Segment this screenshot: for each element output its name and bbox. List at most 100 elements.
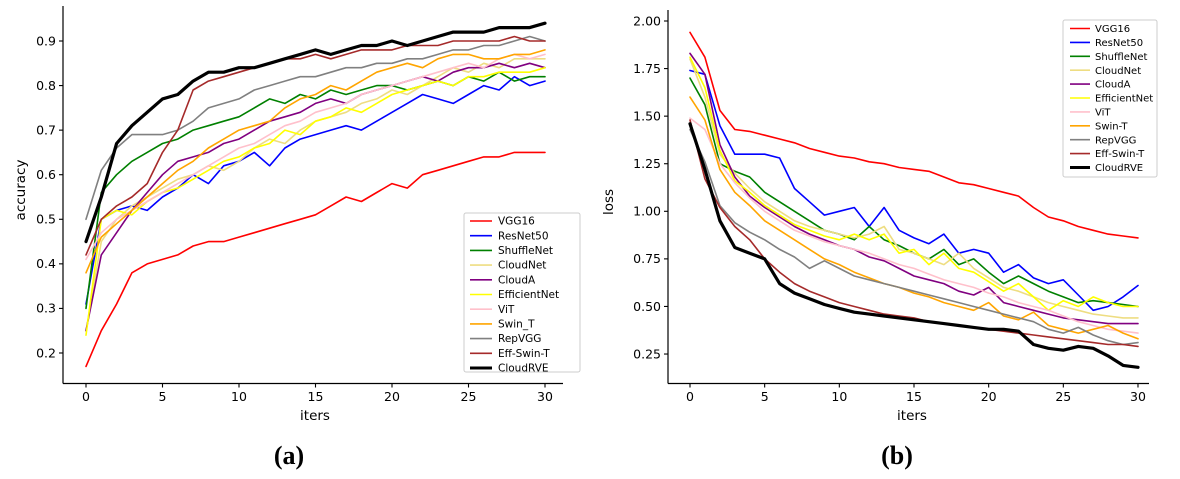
legend-item-CloudRVE: CloudRVE <box>470 363 549 375</box>
legend-item-CloudNet: CloudNet <box>470 260 546 272</box>
legend-label: ShuffleNet <box>1095 52 1147 63</box>
y-tick-label: 0.9 <box>36 33 56 48</box>
legend-label: ShuffleNet <box>498 245 553 257</box>
legend-item-VGG16: VGG16 <box>1070 24 1130 35</box>
y-axis-label-loss: loss <box>601 189 617 215</box>
series-line-Swin_T <box>85 49 546 274</box>
x-axis-label-iters-a: iters <box>300 408 330 424</box>
legend-label: CloudNet <box>498 260 546 272</box>
legend-item-RepVGG: RepVGG <box>470 333 541 345</box>
legend-item-VGG16: VGG16 <box>470 216 535 228</box>
legend-item-EfficientNet: EfficientNet <box>470 289 559 301</box>
legend-box <box>463 212 581 373</box>
legend-label: VGG16 <box>1095 24 1130 35</box>
legend-item-Eff-Swin-T: Eff-Swin-T <box>470 348 550 360</box>
series-line-CloudNet <box>689 58 1139 319</box>
y-tick-label: 0.8 <box>36 78 56 93</box>
legend-item-EfficientNet: EfficientNet <box>1070 94 1153 105</box>
series-line-RepVGG <box>689 128 1139 346</box>
series-line-VGG16 <box>85 151 546 368</box>
legend-label: Swin_T <box>498 319 535 331</box>
y-tick-label: 0.25 <box>633 346 661 361</box>
legend-label: VGG16 <box>498 216 535 228</box>
series-line-ViT <box>85 53 546 261</box>
series-line-Eff-Swin-T <box>85 35 546 256</box>
series-line-ResNet50 <box>689 69 1139 312</box>
series-line-CloudA <box>689 52 1139 325</box>
legend-label: CloudRVE <box>498 363 549 375</box>
caption-a: (a) <box>274 441 304 470</box>
legend-label: RepVGG <box>498 333 541 345</box>
legend-item-CloudNet: CloudNet <box>1070 66 1141 77</box>
y-tick-label: 1.00 <box>633 204 661 219</box>
x-tick-label: 25 <box>1055 389 1071 404</box>
legend-item-RepVGG: RepVGG <box>1070 135 1136 146</box>
legend-item-ShuffleNet: ShuffleNet <box>1070 52 1147 63</box>
caption-b: (b) <box>881 441 913 470</box>
x-tick-label: 30 <box>537 389 553 404</box>
legend-item-ResNet50: ResNet50 <box>470 230 549 242</box>
x-tick-label: 10 <box>231 389 247 404</box>
legend-item-CloudA: CloudA <box>1070 80 1131 91</box>
legend-label: Eff-Swin-T <box>498 348 550 360</box>
x-tick-label: 20 <box>981 389 997 404</box>
legend-item-Swin_T: Swin_T <box>470 319 535 331</box>
legend-label: CloudA <box>1095 80 1131 91</box>
legend-item-CloudRVE: CloudRVE <box>1070 163 1143 174</box>
y-tick-label: 0.3 <box>36 301 56 316</box>
y-tick-label: 0.5 <box>36 212 56 227</box>
legend-label: ResNet50 <box>1095 38 1143 49</box>
chart-loss: loss iters 0 5 10 15 20 25 30 0.25 0.50 0.75 1.00 1… <box>601 10 1158 424</box>
x-tick-label: 5 <box>761 389 769 404</box>
series-line-VGG16 <box>689 31 1139 239</box>
legend-item-ShuffleNet: ShuffleNet <box>470 245 553 257</box>
legend-label: CloudNet <box>1095 66 1141 77</box>
x-tick-label: 0 <box>686 389 694 404</box>
y-tick-label: 0.75 <box>633 251 661 266</box>
x-tick-label: 15 <box>308 389 324 404</box>
legend-label: Eff-Swin-T <box>1095 149 1145 160</box>
y-tick-label: 0.7 <box>36 122 56 137</box>
legend-label: RepVGG <box>1095 135 1136 146</box>
legend-label: EfficientNet <box>498 289 559 301</box>
x-tick-label: 5 <box>159 389 167 404</box>
legend-item-ViT: ViT <box>470 304 515 316</box>
series-line-ResNet50 <box>85 75 546 305</box>
legend-item-Eff-Swin-T: Eff-Swin-T <box>1070 149 1145 160</box>
legend-item-ViT: ViT <box>1070 108 1111 119</box>
series-line-ViT <box>689 117 1139 334</box>
legend-label: ResNet50 <box>498 230 549 242</box>
series-line-EfficientNet <box>689 56 1139 312</box>
legend-label: CloudRVE <box>1095 163 1143 174</box>
chart-accuracy: accuracy iters 0 5 10 15 20 25 30 0.2 0.3 0.4 0.5 0… <box>13 6 581 424</box>
y-tick-label: 0.50 <box>633 299 661 314</box>
x-tick-label: 30 <box>1130 389 1146 404</box>
legend-label: CloudA <box>498 274 536 286</box>
series-line-Swin-T <box>689 96 1139 340</box>
x-tick-label: 10 <box>831 389 847 404</box>
y-tick-label: 1.75 <box>633 61 661 76</box>
legend-box <box>1062 19 1158 178</box>
legend: VGG16 ResNet50 ShuffleNet CloudNet CloudA Eff… <box>1062 19 1158 178</box>
series-line-CloudA <box>85 62 546 332</box>
y-tick-label: 1.50 <box>633 108 661 123</box>
y-axis-label-accuracy: accuracy <box>13 160 29 221</box>
legend-item-ResNet50: ResNet50 <box>1070 38 1143 49</box>
y-tick-label: 2.00 <box>633 13 661 28</box>
series-line-RepVGG <box>85 35 546 221</box>
x-tick-label: 15 <box>906 389 922 404</box>
x-axis-label-iters-b: iters <box>897 408 927 424</box>
legend-item-Swin-T: Swin-T <box>1070 121 1128 132</box>
x-tick-label: 20 <box>384 389 400 404</box>
legend: VGG16 ResNet50 ShuffleNet CloudNet CloudA Eff… <box>463 212 581 375</box>
y-tick-label: 0.2 <box>36 345 56 360</box>
legend-item-CloudA: CloudA <box>470 274 536 286</box>
x-tick-label: 0 <box>82 389 90 404</box>
y-tick-label: 1.25 <box>633 156 661 171</box>
legend-label: ViT <box>1095 108 1111 119</box>
legend-label: ViT <box>498 304 515 316</box>
series-line-CloudRVE <box>84 21 547 244</box>
legend-label: EfficientNet <box>1095 94 1153 105</box>
